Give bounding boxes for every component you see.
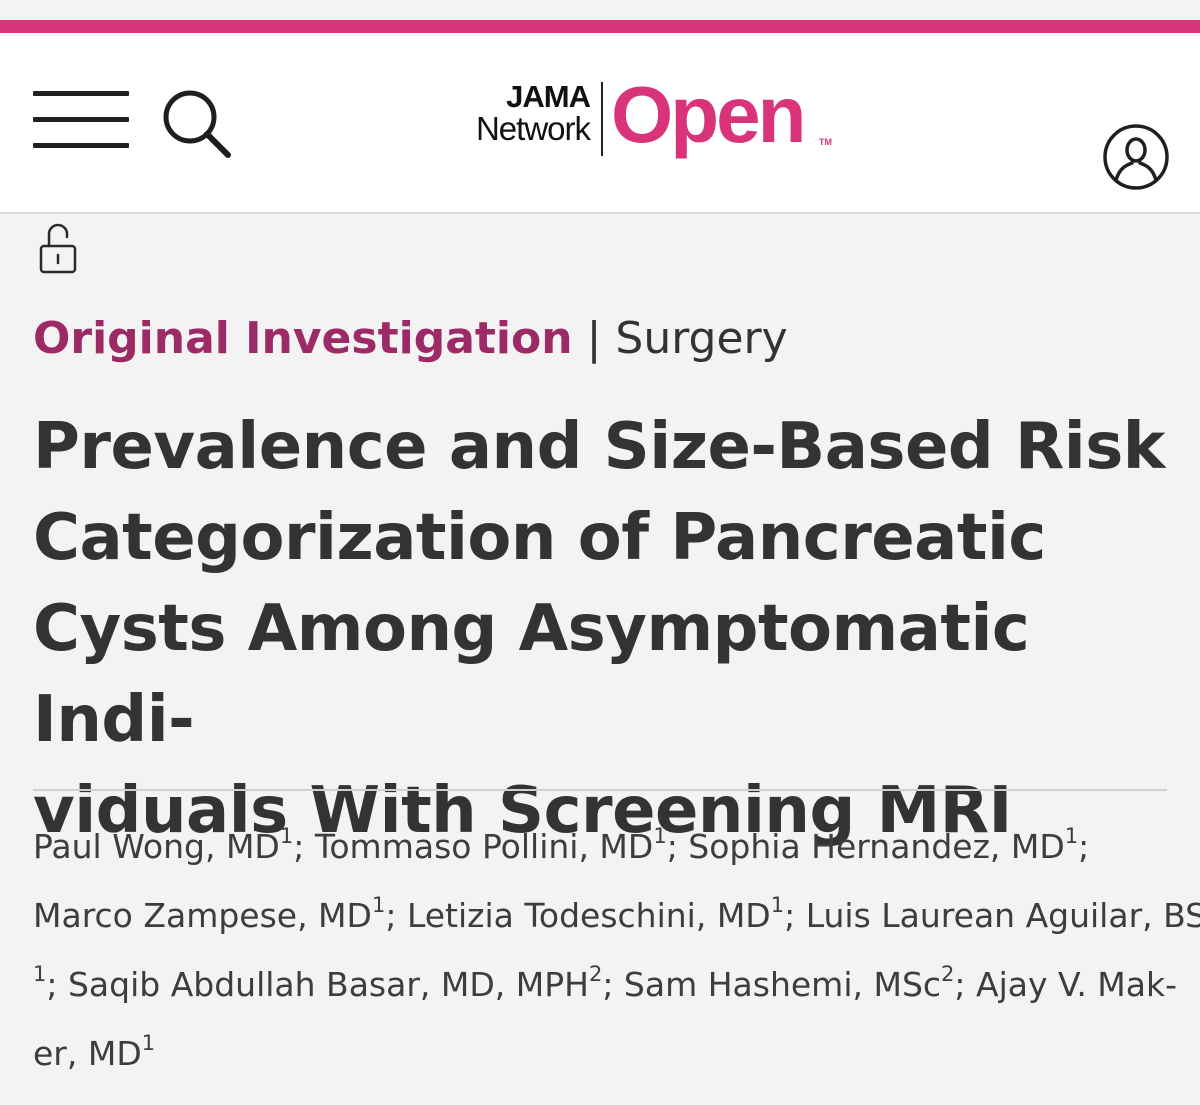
affiliation-marker: 1 xyxy=(279,824,294,848)
author-name[interactable]: er, MD1 xyxy=(33,1031,156,1074)
title-line: viduals With Screening MRI xyxy=(33,774,1012,848)
user-account-icon xyxy=(1103,124,1169,190)
affiliation-marker: 1 xyxy=(33,962,47,986)
author-name[interactable]: Sam Hashemi, MSc2 xyxy=(623,962,955,1005)
logo-divider xyxy=(601,82,603,156)
affiliation-marker: 1 xyxy=(141,1031,156,1055)
menu-button[interactable] xyxy=(33,91,129,149)
title-line: Categorization of Pancreatic xyxy=(33,501,1046,575)
author-line: 1; Saqib Abdullah Basar, MD, MPH2; Sam H… xyxy=(33,950,1177,1019)
browser-top-strip xyxy=(0,0,1200,20)
title-line: Cysts Among Asymptomatic Indi- xyxy=(33,592,1030,757)
article-category: Original Investigation | Surgery xyxy=(33,310,1173,368)
site-header: JAMA Network Open TM xyxy=(0,33,1200,214)
author-separator: ; xyxy=(46,965,68,1004)
logo-jama-text: JAMA xyxy=(506,79,591,114)
author-name: 1 xyxy=(33,962,47,1004)
article-type-link[interactable]: Original Investigation xyxy=(33,313,573,364)
author-separator: ; xyxy=(385,896,407,935)
hamburger-menu-icon xyxy=(33,91,129,96)
author-name[interactable]: Letizia Todeschini, MD1 xyxy=(406,893,785,936)
author-name[interactable]: Tommaso Pollini, MD1 xyxy=(314,824,667,867)
author-separator: ; xyxy=(293,827,315,866)
author-name-text: Saqib Abdullah Basar, MD, MPH xyxy=(67,965,589,1004)
author-name-text: Paul Wong, MD xyxy=(33,827,280,866)
affiliation-marker: 1 xyxy=(1064,824,1079,848)
author-line: Paul Wong, MD1; Tommaso Pollini, MD1; So… xyxy=(33,812,1173,881)
affiliation-marker: 1 xyxy=(371,893,386,917)
author-name-text: Luis Laurean Aguilar, BS xyxy=(805,896,1200,935)
affiliation-marker: 2 xyxy=(588,962,603,986)
search-icon xyxy=(163,90,231,158)
author-name-text: Sophia Hernandez, MD xyxy=(688,827,1065,866)
category-separator: | xyxy=(586,313,602,364)
author-name[interactable]: Paul Wong, MD1 xyxy=(33,824,294,867)
article-section-link[interactable]: Surgery xyxy=(615,313,788,364)
account-button[interactable] xyxy=(1102,123,1170,191)
divider-line xyxy=(33,789,1167,791)
affiliation-marker: 1 xyxy=(770,893,785,917)
logo-open-text: Open xyxy=(611,70,806,159)
author-name[interactable]: Saqib Abdullah Basar, MD, MPH2 xyxy=(67,962,603,1005)
author-name-text: Sam Hashemi, MSc xyxy=(623,965,942,1004)
author-separator: ; xyxy=(602,965,624,1004)
author-name-text: Marco Zampese, MD xyxy=(33,896,372,935)
author-name[interactable]: Ajay V. Mak- xyxy=(976,965,1177,1004)
affiliation-marker: 2 xyxy=(941,962,955,986)
author-name-text: Tommaso Pollini, MD xyxy=(314,827,654,866)
author-separator: ; xyxy=(954,965,977,1004)
affiliation-marker: 1 xyxy=(653,824,667,848)
author-name[interactable]: Luis Laurean Aguilar, BS xyxy=(806,896,1200,935)
article-title: Prevalence and Size-Based Risk Categoriz… xyxy=(33,402,1173,857)
search-button[interactable] xyxy=(160,87,234,161)
unlocked-padlock-icon xyxy=(38,220,78,276)
author-name[interactable]: Sophia Hernandez, MD1 xyxy=(688,824,1079,867)
title-line: Prevalence and Size-Based Risk xyxy=(33,410,1165,484)
author-separator: ; xyxy=(1078,827,1090,866)
author-line: Marco Zampese, MD1; Letizia Todeschini, … xyxy=(33,881,1200,950)
author-list: Paul Wong, MD1; Tommaso Pollini, MD1; So… xyxy=(33,812,1200,1088)
logo-trademark: TM xyxy=(819,137,832,147)
brand-color-bar xyxy=(0,20,1200,33)
author-line: er, MD1 xyxy=(33,1019,1173,1088)
jama-network-open-logo[interactable]: JAMA Network Open TM xyxy=(455,71,845,159)
author-name-text: er, MD xyxy=(33,1034,142,1073)
author-name-text: Letizia Todeschini, MD xyxy=(406,896,771,935)
author-name[interactable]: Marco Zampese, MD1 xyxy=(33,893,386,936)
logo-network-text: Network xyxy=(475,110,591,147)
author-name-text: Ajay V. Mak- xyxy=(976,965,1178,1004)
author-separator: ; xyxy=(784,896,806,935)
author-separator: ; xyxy=(666,827,689,866)
